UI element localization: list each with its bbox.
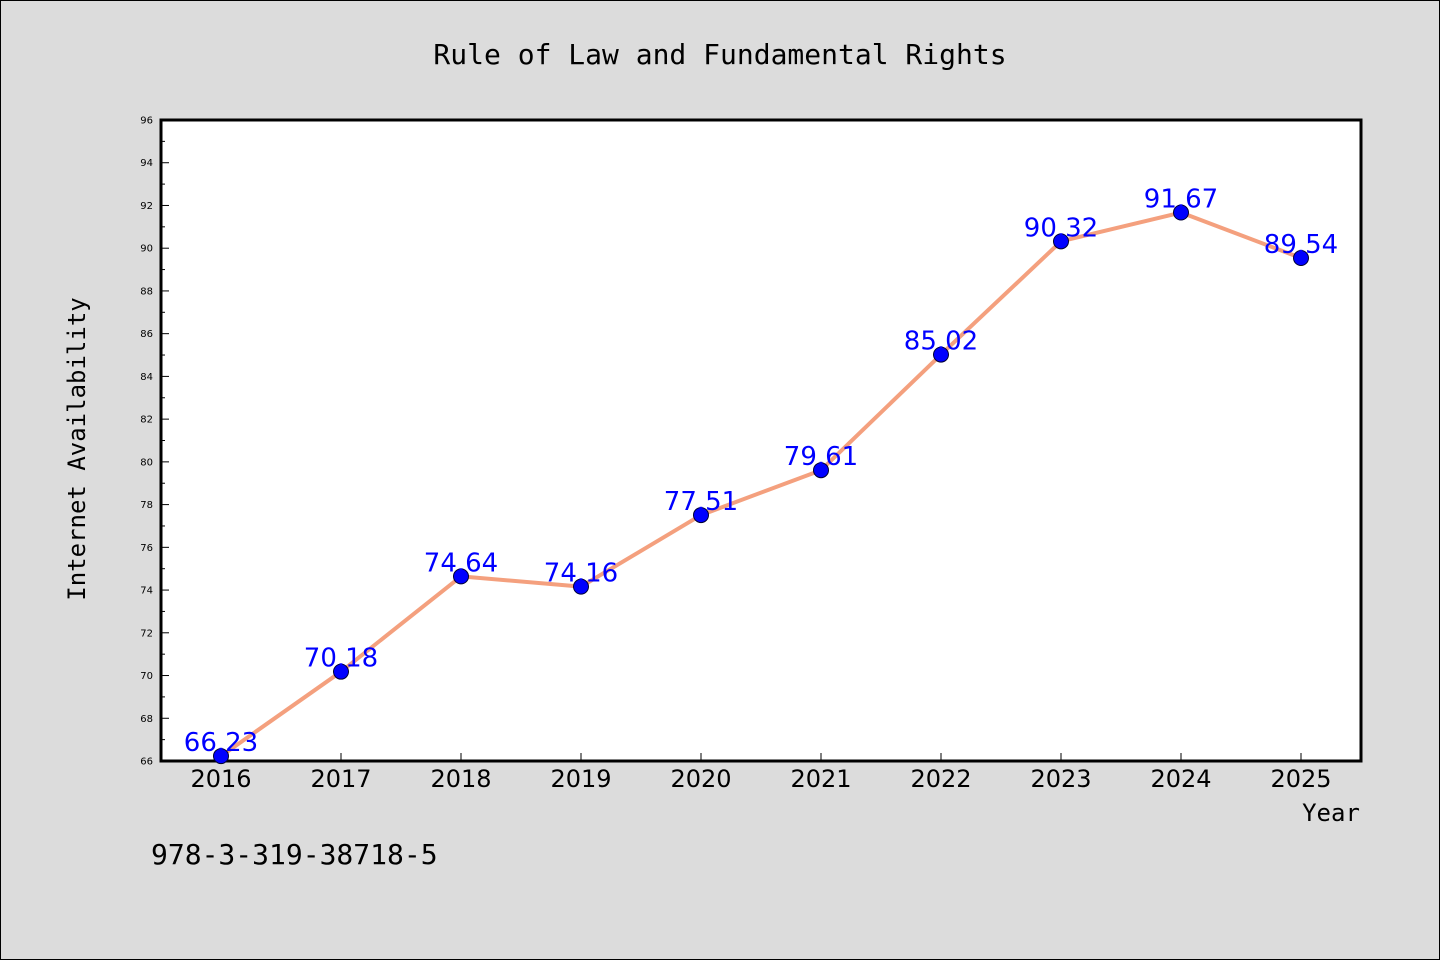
y-tick-label: 72 [140,628,153,639]
chart-title: Rule of Law and Fundamental Rights [433,38,1006,71]
data-point [213,748,229,765]
y-axis-title: Internet Availability [63,297,91,600]
data-label: 91.67 [1144,185,1218,215]
x-axis-title: Year [1302,799,1360,827]
x-tick-label: 2016 [190,765,251,793]
data-point [453,568,469,585]
data-point [813,462,829,479]
data-label: 90.32 [1024,213,1098,243]
data-label: 74.64 [424,548,498,578]
data-label: 89.54 [1264,230,1338,260]
x-tick-label: 2022 [910,765,971,793]
data-point [1053,233,1069,250]
y-tick-label: 80 [140,457,153,468]
data-label: 85.02 [904,327,978,357]
x-tick-label: 2021 [790,765,851,793]
series-markers [213,204,1309,765]
data-point [693,507,709,524]
x-tick-label: 2019 [550,765,611,793]
isbn-text: 978-3-319-38718-5 [151,838,438,871]
y-tick-label: 82 [140,415,153,426]
x-tick-label: 2017 [310,765,371,793]
data-point [1293,250,1309,267]
y-tick-label: 94 [140,158,153,169]
data-point [573,578,589,595]
y-tick-label: 78 [140,500,153,511]
x-tick-label: 2025 [1270,765,1331,793]
y-tick-label: 70 [140,671,153,682]
x-tick-label: 2024 [1150,765,1211,793]
data-label: 74.16 [544,559,618,589]
y-tick-label: 96 [140,116,153,127]
y-tick-label: 90 [140,244,153,255]
x-axis: 2016 2017 2018 2019 2020 2021 2022 2023 2024 2025 [190,753,1332,793]
data-label: 77.51 [664,487,738,517]
x-tick-label: 2020 [670,765,731,793]
y-tick-label: 76 [140,543,153,554]
y-tick-label: 92 [140,201,153,212]
data-label: 70.18 [304,644,378,674]
y-tick-label: 84 [140,372,153,383]
data-point [1173,204,1189,221]
y-tick-label: 88 [140,286,153,297]
data-point [333,663,349,680]
y-tick-label: 68 [140,714,153,725]
series-line [219,210,1302,758]
y-tick-label: 74 [140,586,153,597]
data-point [933,346,949,363]
y-axis: 66 68 70 72 74 76 78 80 82 84 86 88 90 92 94 96 [140,116,169,768]
data-label: 66.23 [184,728,258,758]
data-label: 79.61 [784,442,858,472]
data-labels: 66.23 70.18 74.64 74.16 77.51 79.61 85.02 90.32… [184,185,1338,759]
y-tick-label: 66 [140,757,153,768]
y-tick-label: 86 [140,329,153,340]
x-tick-label: 2018 [430,765,491,793]
x-tick-label: 2023 [1030,765,1091,793]
